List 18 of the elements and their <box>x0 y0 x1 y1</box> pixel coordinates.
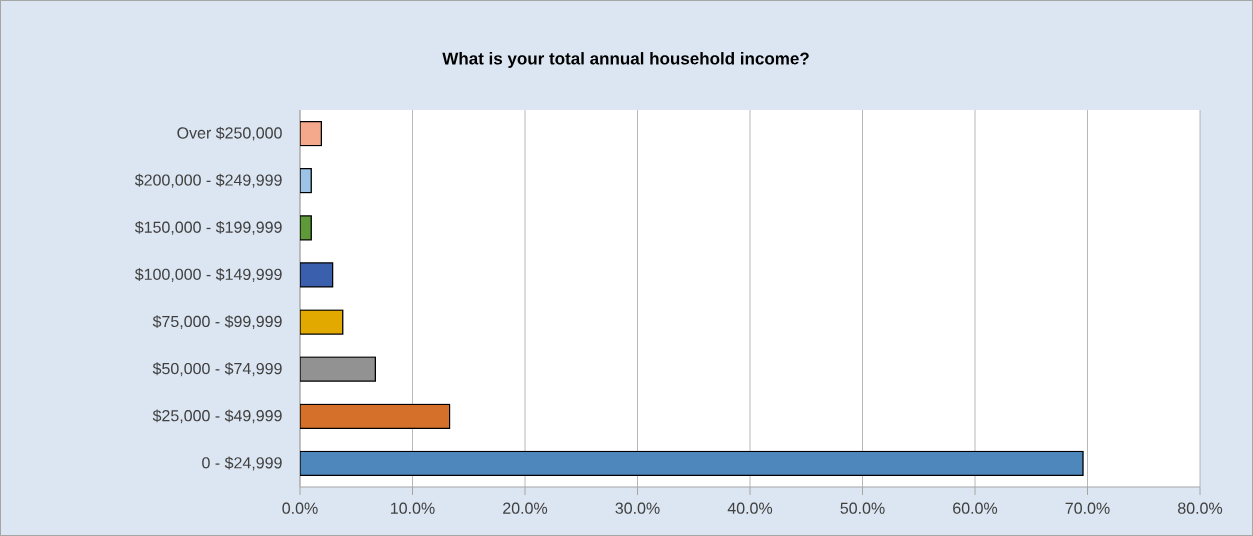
x-tick-label: 40.0% <box>727 502 773 514</box>
y-tick-label: 0 - $24,999 <box>202 456 282 471</box>
x-tick-label: 20.0% <box>503 502 548 514</box>
chart-title: What is your total annual household income? <box>442 52 809 68</box>
x-tick-label: 30.0% <box>615 502 660 514</box>
y-tick-label: $75,000 - $99,999 <box>152 315 282 330</box>
x-tick-label: 60.0% <box>953 502 998 514</box>
y-tick-label: $100,000 - $149,999 <box>134 268 282 282</box>
x-tick-label: 10.0% <box>391 502 435 514</box>
x-tick-label: 80.0% <box>1178 502 1223 514</box>
x-tick-label: 50.0% <box>840 502 885 514</box>
x-tick-label: 0.0% <box>282 502 318 514</box>
y-tick-label: $200,000 - $249,999 <box>134 173 282 188</box>
y-tick-label: $150,000 - $199,999 <box>134 220 282 235</box>
y-tick-label: $25,000 - $49,999 <box>152 409 282 424</box>
y-tick-label: Over $250,000 <box>177 126 282 141</box>
y-tick-label: $50,000 - $74,999 <box>152 362 282 377</box>
x-tick-label: 70.0% <box>1065 502 1110 514</box>
